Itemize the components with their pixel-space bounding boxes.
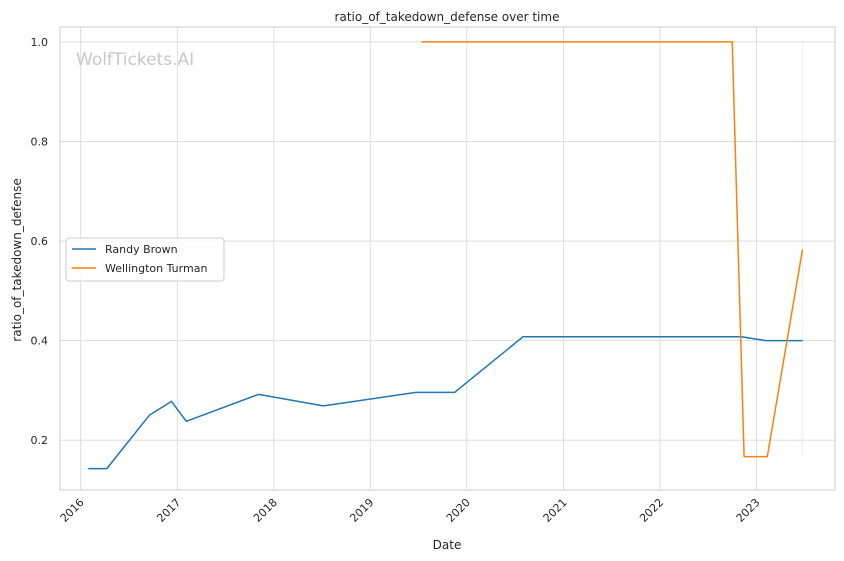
y-tick-label: 0.6	[31, 235, 49, 248]
y-tick-label: 0.2	[31, 434, 49, 447]
y-tick-label: 1.0	[31, 36, 49, 49]
y-tick-label: 0.4	[31, 335, 49, 348]
plot-area-frame	[59, 26, 836, 491]
legend-label: Wellington Turman	[105, 262, 207, 275]
x-tick-label: 2020	[444, 496, 473, 525]
x-tick-label: 2023	[734, 496, 763, 525]
x-tick-label: 2019	[347, 496, 376, 525]
legend-box	[65, 237, 225, 282]
legend: Randy Brown Wellington Turman	[65, 237, 225, 282]
legend-label: Randy Brown	[105, 243, 178, 256]
y-tick-label: 0.8	[31, 136, 49, 149]
watermark: WolfTickets.AI	[76, 50, 194, 70]
x-tick-label: 2016	[58, 496, 87, 525]
x-tick-label: 2018	[251, 496, 280, 525]
x-tick-label: 2021	[541, 496, 570, 525]
x-tick-label: 2022	[637, 496, 666, 525]
y-tick-labels: 0.2 0.4 0.6 0.8 1.0	[31, 36, 49, 447]
series-layer	[88, 41, 804, 470]
x-tick-labels: 2016 2017 2018 2019 2020 2021 2022 2023	[58, 496, 763, 525]
x-axis-label: Date	[433, 538, 462, 552]
x-tick-label: 2017	[154, 496, 183, 525]
series-line-randy-brown	[88, 335, 803, 470]
series-line-wellington-turman	[421, 41, 804, 458]
y-axis-label: ratio_of_takedown_defense	[10, 178, 24, 341]
chart-title: ratio_of_takedown_defense over time	[335, 10, 560, 24]
